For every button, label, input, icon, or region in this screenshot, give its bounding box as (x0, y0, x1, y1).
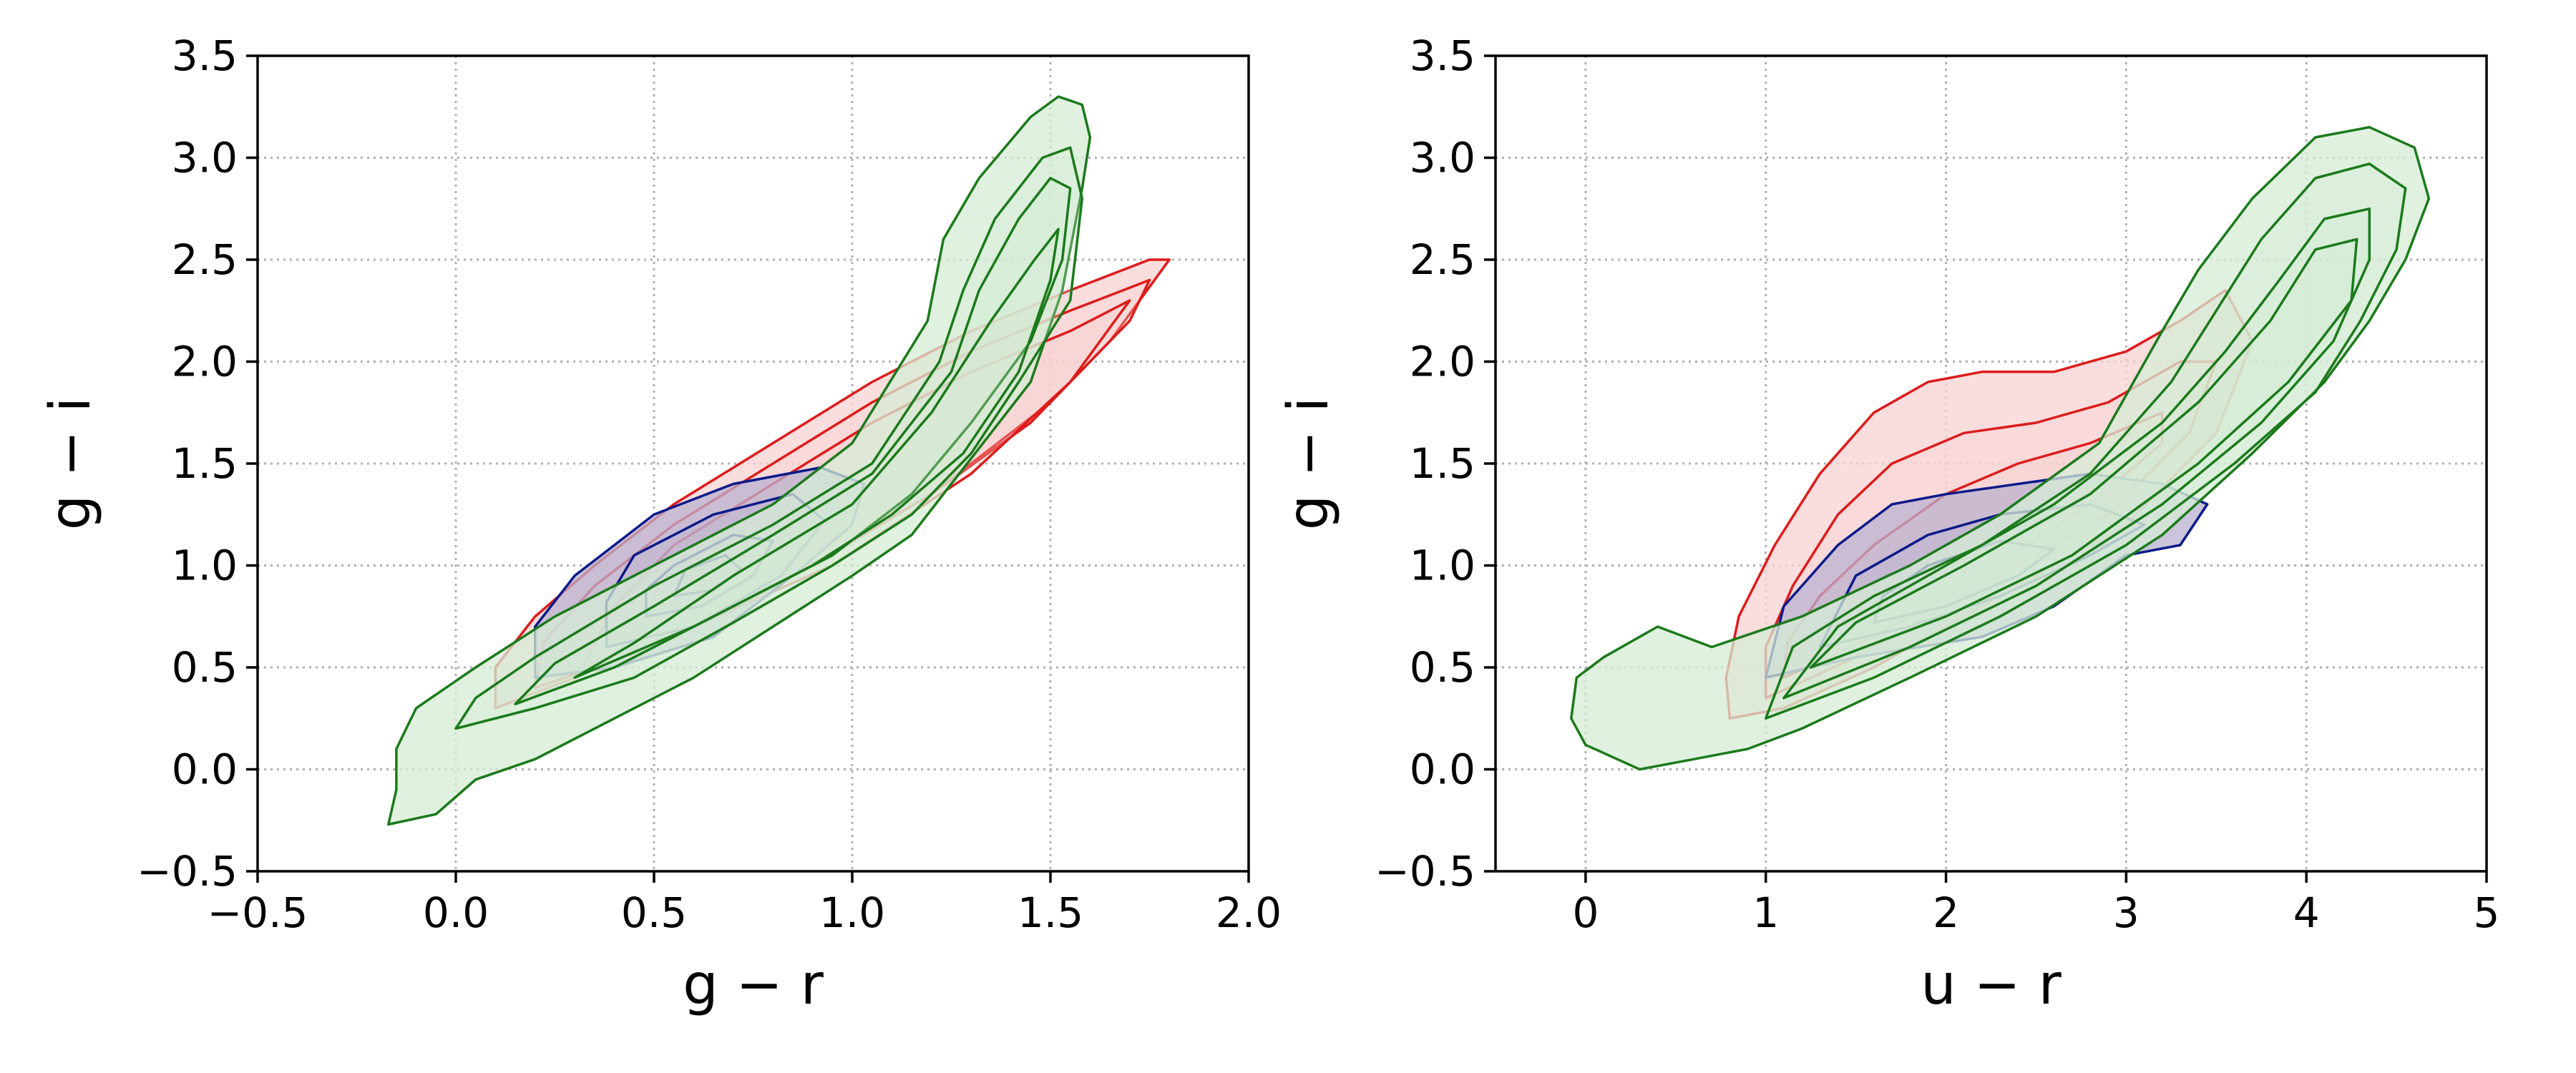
y-axis-label: g − i (1277, 397, 1341, 530)
y-tick-label: −0.5 (1375, 847, 1475, 896)
green-contour-level-4 (573, 227, 1060, 680)
y-tick-label: 3.0 (1410, 134, 1475, 182)
green-contour-level-1 (387, 95, 1092, 826)
x-axis-label: u − r (1921, 953, 2062, 1017)
y-tick-label: 3.5 (1410, 31, 1475, 80)
y-tick-label: 1.0 (1410, 542, 1475, 590)
y-tick-label: 1.0 (172, 542, 238, 590)
x-axis-label: g − r (683, 953, 824, 1017)
x-tick-label: 2 (1933, 888, 1959, 937)
x-tick-label: 1.0 (819, 888, 885, 937)
x-tick-label: 3 (2113, 888, 2140, 937)
x-tick-label: 0 (1572, 888, 1599, 937)
y-tick-label: 0.0 (1410, 745, 1475, 794)
y-tick-label: 0.0 (172, 745, 238, 794)
y-tick-label: 1.5 (172, 439, 238, 488)
x-tick-label: 1 (1752, 888, 1779, 937)
x-tick-label: −0.5 (208, 888, 308, 937)
y-tick-label: 2.5 (172, 235, 238, 284)
x-tick-label: 5 (2474, 888, 2500, 937)
green-contour-level-3 (1782, 207, 2371, 700)
x-tick-label: 1.5 (1018, 888, 1083, 937)
y-tick-label: 0.5 (1410, 643, 1475, 692)
y-tick-label: −0.5 (137, 847, 238, 896)
x-tick-label: 0.5 (621, 888, 687, 937)
y-tick-label: 1.5 (1410, 439, 1475, 488)
y-axis-label: g − i (39, 397, 103, 530)
right-panel-ur-vs-gi: 0 1 2 3 4 5 −0.5 0.0 0.5 1.0 1.5 2.0 2.5 3.0 3.5 u − r g… (1277, 31, 2499, 1017)
contour-group (387, 95, 1171, 826)
y-tick-label: 2.0 (172, 338, 238, 386)
x-tick-label: 0.0 (423, 888, 489, 937)
contour-group (1570, 126, 2431, 771)
x-tick-label: 4 (2293, 888, 2320, 937)
green-contour-level-1 (1570, 126, 2431, 771)
green-contour-level-4 (1809, 237, 2358, 669)
left-panel-gr-vs-gi: −0.5 0.0 0.5 1.0 1.5 2.0 −0.5 0.0 0.5 1.0 1.5 2.0 2.… (39, 31, 1282, 1017)
y-tick-label: 2.5 (1410, 235, 1475, 284)
y-tick-label: 2.0 (1410, 338, 1475, 386)
x-tick-label: 2.0 (1216, 888, 1282, 937)
y-tick-label: 0.5 (172, 643, 238, 692)
y-tick-label: 3.0 (172, 134, 238, 182)
y-tick-label: 3.5 (172, 31, 238, 80)
